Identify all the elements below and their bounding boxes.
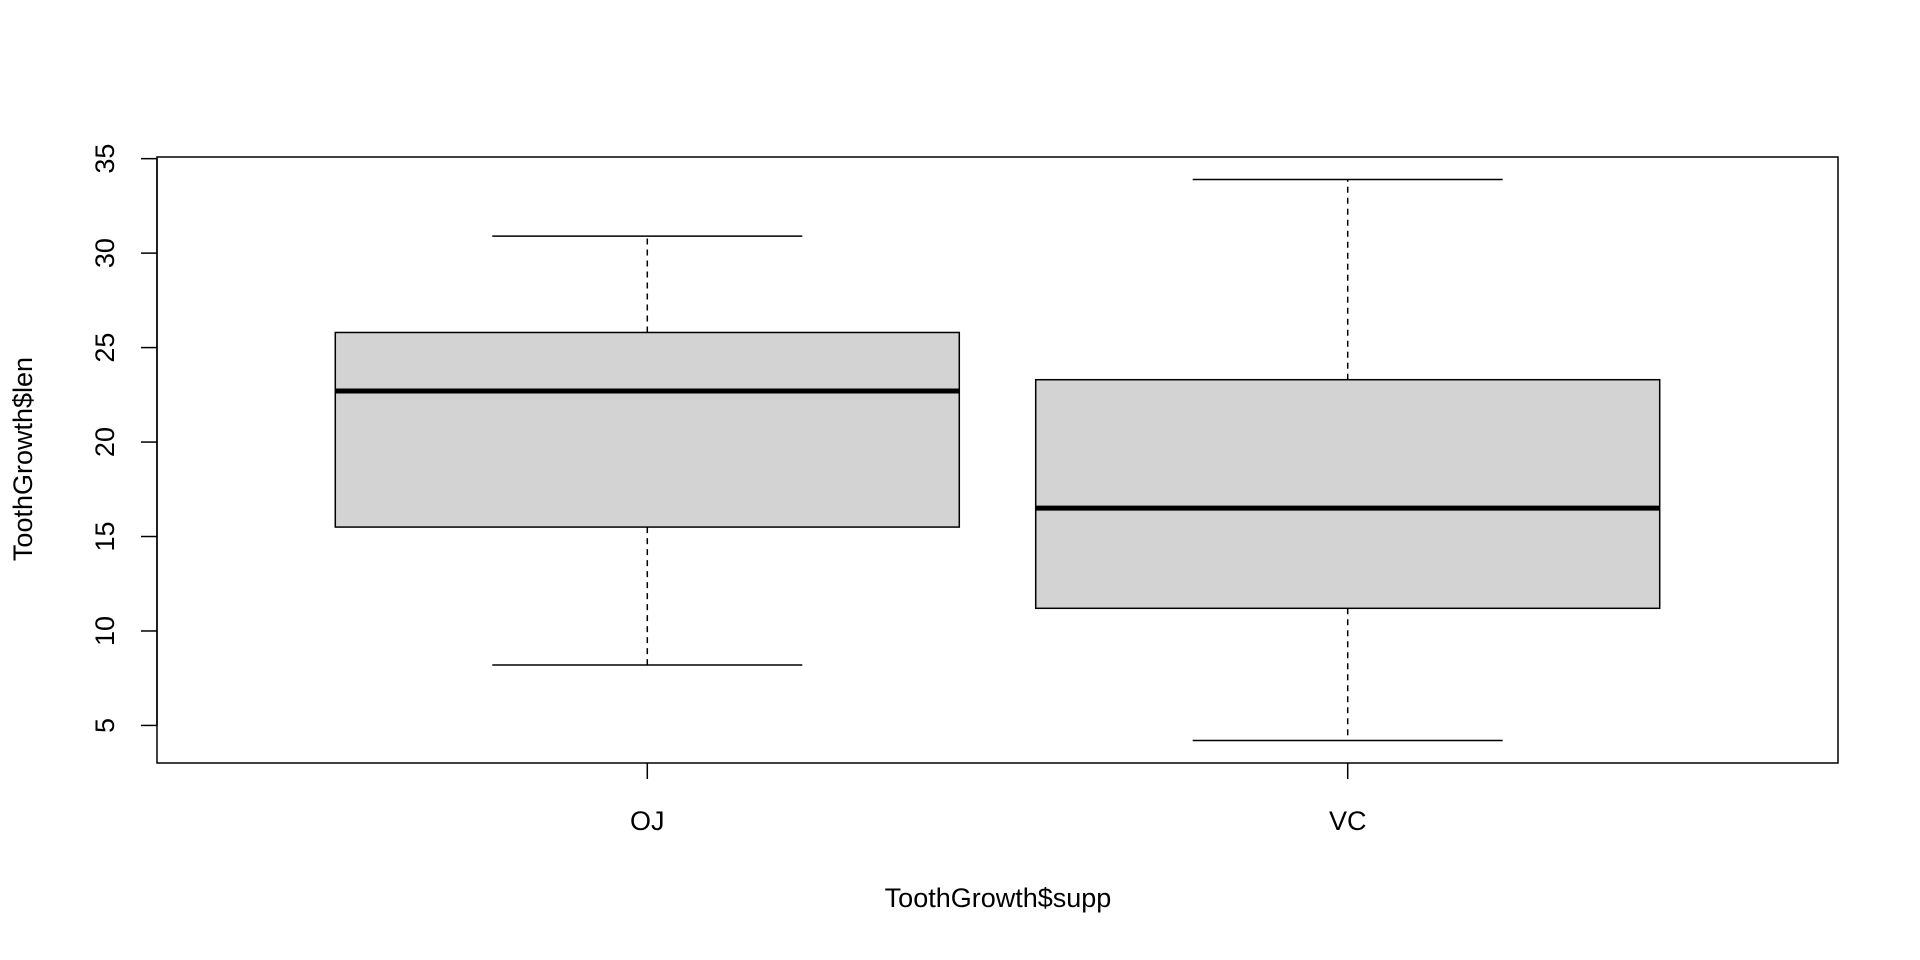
y-tick-label: 20 (90, 427, 120, 457)
y-tick-label: 30 (90, 238, 120, 268)
box (334, 331, 961, 528)
y-tick-label: 35 (90, 144, 120, 174)
y-tick-label: 25 (90, 333, 120, 363)
y-tick-label: 5 (90, 718, 120, 733)
x-axis-label: ToothGrowth$supp (885, 883, 1112, 913)
x-tick-label: OJ (630, 806, 665, 836)
y-tick-label: 15 (90, 521, 120, 551)
x-tick-label: VC (1329, 806, 1367, 836)
y-tick-label: 10 (90, 616, 120, 646)
y-axis-label: ToothGrowth$len (8, 357, 38, 561)
box (1034, 378, 1661, 610)
